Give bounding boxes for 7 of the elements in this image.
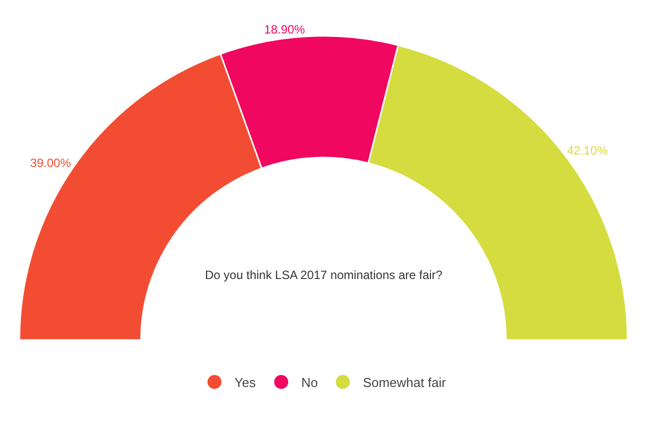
legend-label: No	[301, 375, 318, 390]
data-label: 18.90%	[264, 22, 306, 36]
data-label: 39.00%	[30, 156, 72, 170]
data-label: 42.10%	[566, 144, 608, 158]
text: Do you think LSA 2017 nominations are fair?	[205, 268, 443, 282]
legend-label: Somewhat fair	[362, 375, 447, 390]
legend-label: Yes	[234, 375, 256, 390]
